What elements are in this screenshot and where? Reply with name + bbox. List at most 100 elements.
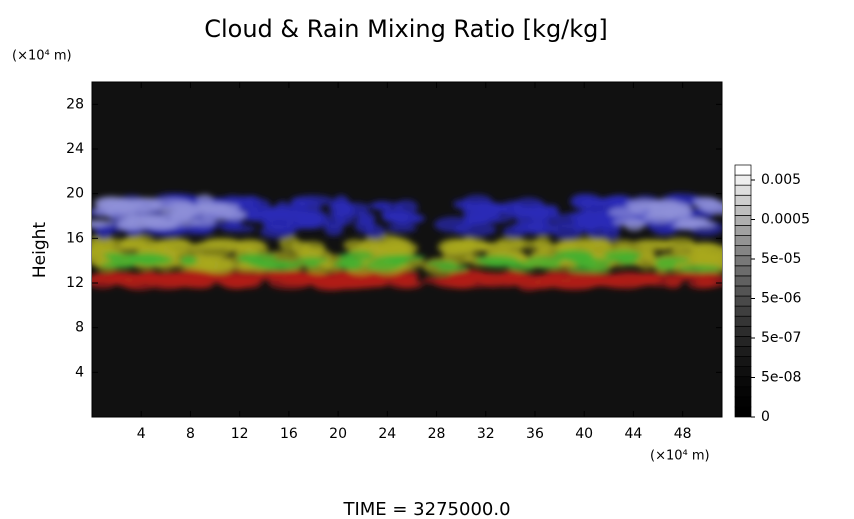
x-tick-label: 20 xyxy=(329,426,347,442)
colorbar-cell xyxy=(734,336,752,347)
chart-title: Cloud & Rain Mixing Ratio [kg/kg] xyxy=(204,15,608,43)
cloud-blob xyxy=(386,224,417,233)
cloud-blob xyxy=(517,223,556,230)
cloud-blob xyxy=(333,276,372,290)
y-tick-label: 24 xyxy=(66,141,84,157)
colorbar-label: 5e-05 xyxy=(761,251,801,267)
cloud-blob xyxy=(572,255,597,268)
x-tick-label: 48 xyxy=(674,426,692,442)
cloud-blob xyxy=(666,237,695,247)
cloud-blob xyxy=(665,280,682,289)
cloud-blob xyxy=(495,280,518,288)
cloud-blob xyxy=(290,195,334,207)
colorbar-cell xyxy=(734,265,752,277)
cloud-blob xyxy=(92,206,116,217)
colorbar-cell xyxy=(734,305,752,317)
colorbar-cell xyxy=(734,285,752,297)
y-tick-label: 12 xyxy=(66,275,84,291)
x-tick-label: 28 xyxy=(428,426,446,442)
cloud-blob xyxy=(507,260,537,272)
cloud-blob xyxy=(187,243,226,250)
cloud-blob xyxy=(695,281,720,289)
cloud-blob xyxy=(585,221,610,239)
cloud-blob xyxy=(356,211,376,227)
cloud-blob xyxy=(552,223,583,240)
cloud-blob xyxy=(268,277,313,290)
cloud-blob xyxy=(192,260,229,272)
cloud-blob xyxy=(422,275,460,285)
colorbar-cell xyxy=(734,366,752,378)
cloud-blob xyxy=(193,272,214,280)
cloud-blob xyxy=(343,239,367,252)
cloud-blob xyxy=(266,272,287,280)
cloud-blob xyxy=(677,264,722,274)
colorbar-cell xyxy=(734,235,752,246)
cloud-blob xyxy=(654,256,691,264)
cloud-blob xyxy=(332,195,350,212)
colorbar: 0 5e-08 5e-07 5e-06 5e-05 0.0005 0.005 xyxy=(734,164,810,425)
cloud-blob xyxy=(192,217,216,227)
cloud-blob xyxy=(292,247,325,258)
cloud-blob xyxy=(367,201,404,210)
cloud-blob xyxy=(526,255,563,266)
cloud-blob xyxy=(694,198,722,211)
cloud-blob xyxy=(569,271,605,285)
cloud-field xyxy=(92,193,722,292)
y-tick-label: 8 xyxy=(75,320,84,336)
colorbar-label: 0.0005 xyxy=(761,212,810,228)
cloud-blob xyxy=(676,217,701,230)
cloud-blob xyxy=(234,195,254,208)
cloud-blob xyxy=(444,240,471,250)
y-tick-label: 16 xyxy=(66,230,84,246)
cloud-blob xyxy=(92,271,123,283)
colorbar-cell xyxy=(734,325,752,337)
cloud-blob xyxy=(685,272,722,280)
cloud-blob xyxy=(662,203,693,215)
x-tick-label: 8 xyxy=(186,426,195,442)
cloud-blob xyxy=(371,276,407,284)
colorbar-label: 5e-08 xyxy=(761,370,801,386)
cloud-blob xyxy=(502,225,527,238)
cloud-blob xyxy=(617,254,638,266)
x-tick-label: 16 xyxy=(280,426,298,442)
cloud-blob xyxy=(631,278,648,285)
cloud-blob xyxy=(302,260,320,269)
cloud-blob xyxy=(179,257,198,265)
x-tick-label: 4 xyxy=(137,426,146,442)
x-tick-label: 44 xyxy=(624,426,642,442)
colorbar-cell xyxy=(734,346,752,357)
cloud-blob xyxy=(478,258,509,266)
x-unit-label: (×10⁴ m) xyxy=(650,449,710,464)
colorbar-label: 0.005 xyxy=(761,172,801,188)
colorbar-cell xyxy=(734,315,752,327)
cloud-blob xyxy=(222,279,249,290)
cloud-blob xyxy=(637,241,657,250)
cloud-blob xyxy=(149,198,193,212)
cloud-blob xyxy=(388,208,409,224)
colorbar-label: 5e-06 xyxy=(761,291,801,307)
colorbar-cell xyxy=(734,275,752,287)
cloud-blob xyxy=(170,240,190,252)
cloud-blob xyxy=(237,254,263,264)
cloud-blob xyxy=(339,258,365,271)
colorbar-cell xyxy=(734,184,752,196)
colorbar-cell xyxy=(734,356,752,367)
x-tick-label: 36 xyxy=(526,426,544,442)
cloud-blob xyxy=(108,256,139,267)
cloud-blob xyxy=(169,218,200,227)
colorbar-cell xyxy=(734,215,752,226)
cloud-blob xyxy=(453,199,472,207)
cloud-blob xyxy=(496,236,526,248)
colorbar-cell xyxy=(734,174,752,186)
colorbar-label: 5e-07 xyxy=(761,330,801,346)
cloud-blob xyxy=(654,228,676,235)
colorbar-cell xyxy=(734,406,752,418)
footer: TIME = 3275000.0 xyxy=(342,499,510,519)
colorbar-label: 0 xyxy=(761,409,770,425)
cloud-blob xyxy=(567,266,610,274)
cloud-blob xyxy=(462,202,501,220)
colorbar-cell xyxy=(734,245,752,257)
y-unit-label: (×10⁴ m) xyxy=(12,49,72,64)
cloud-blob xyxy=(696,221,717,229)
